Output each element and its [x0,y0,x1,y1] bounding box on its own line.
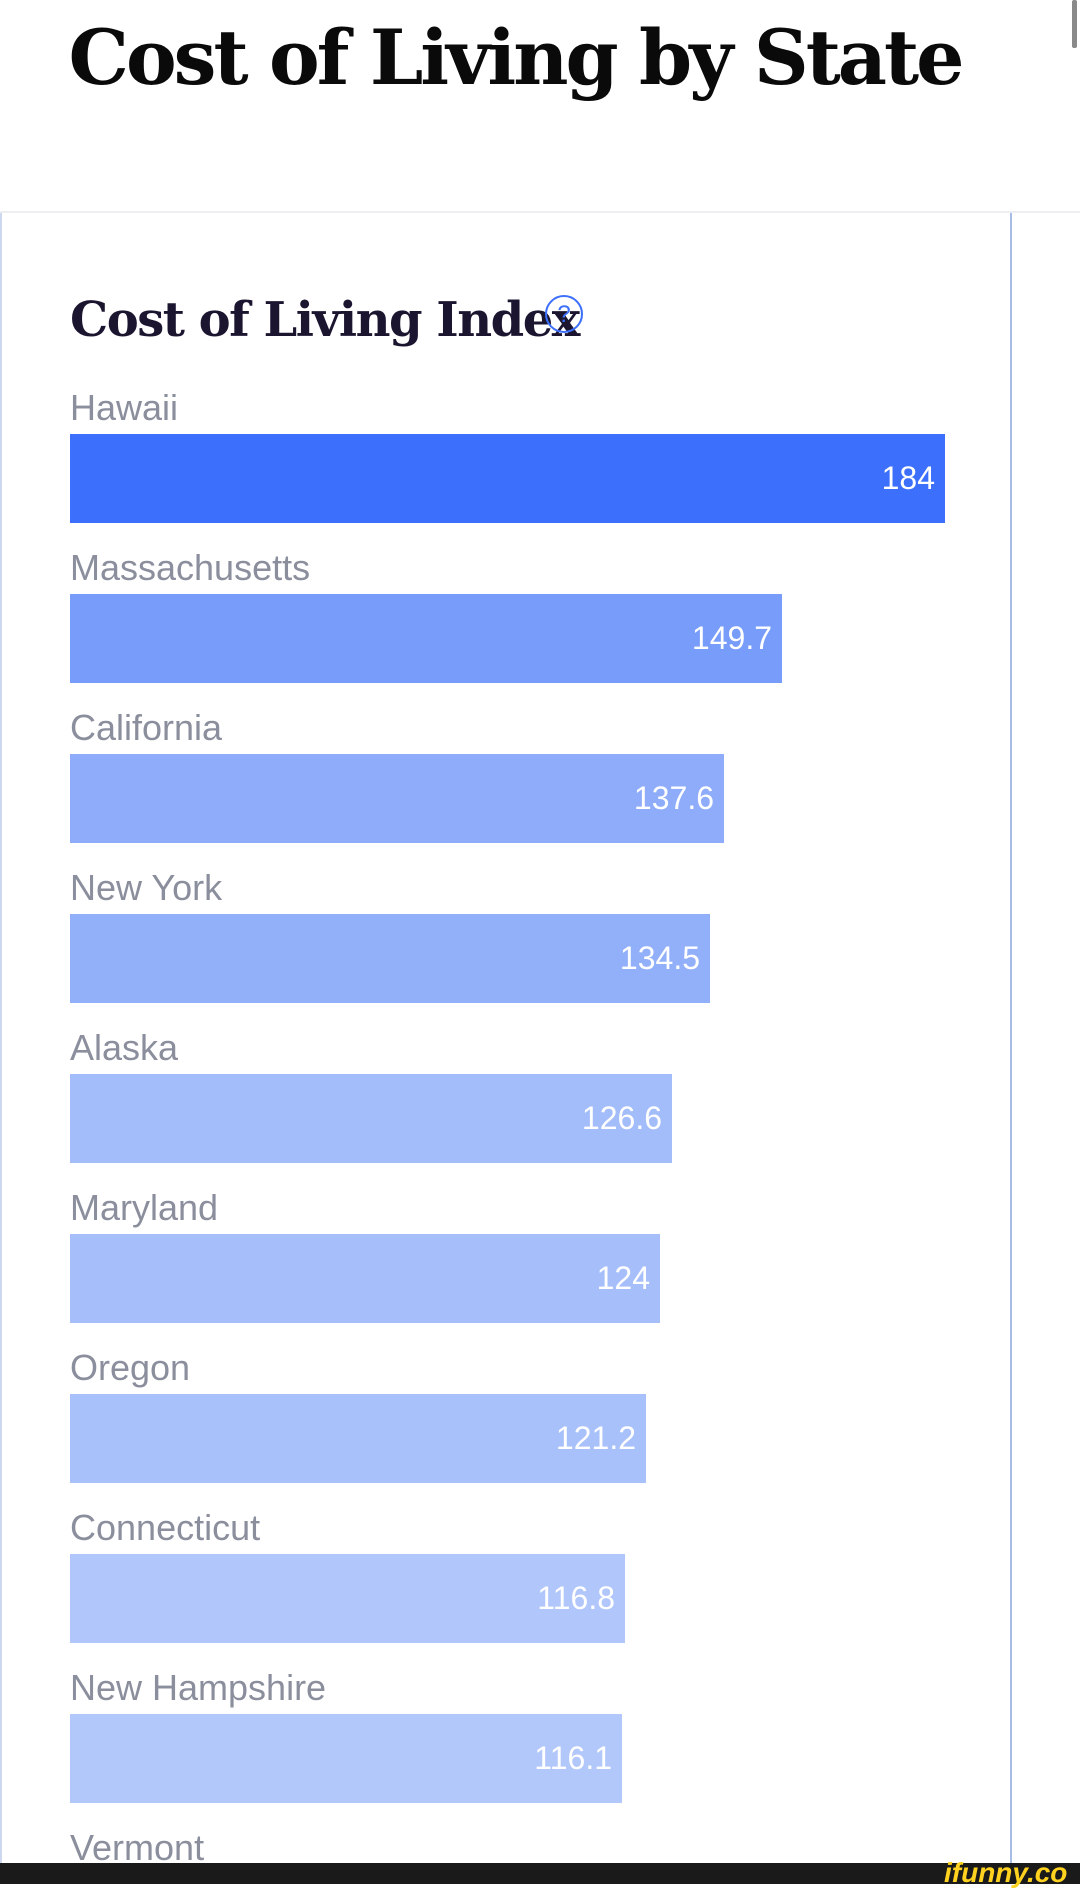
header-divider [0,211,1080,213]
state-label: Maryland [70,1187,219,1228]
state-label: Massachusetts [70,547,311,588]
bar-value-label: 121.2 [555,1420,636,1456]
bar-value-label: 134.5 [619,940,700,976]
bottom-strip [0,1863,1080,1884]
bar-value-label: 116.1 [534,1740,612,1776]
scroll-indicator[interactable] [1072,0,1077,48]
bar[interactable]: 134.5 [70,914,710,1003]
chart-title: Cost of Living Index [70,292,580,348]
state-label: New Hampshire [70,1667,327,1708]
state-label: Vermont [70,1827,205,1868]
state-label: Alaska [70,1027,179,1068]
bar[interactable]: 116.1 [70,1714,622,1803]
state-label: California [70,707,223,748]
bar-value-label: 116.8 [537,1580,615,1616]
bar-value-label: 184 [881,460,935,496]
bar[interactable]: 137.6 [70,754,724,843]
bar-value-label: 137.6 [633,780,714,816]
bar[interactable]: 116.8 [70,1554,625,1643]
page-title: Cost of Living by State [68,13,964,102]
state-label: New York [70,867,223,908]
bar[interactable]: 121.2 [70,1394,646,1483]
bar-value-label: 124 [596,1260,650,1296]
state-label: Oregon [70,1347,191,1388]
bar[interactable]: 149.7 [70,594,782,683]
state-label: Connecticut [70,1507,261,1548]
bar[interactable]: 184 [70,434,945,523]
question-circle-icon[interactable]: ? [544,294,584,334]
state-label: Hawaii [70,387,179,428]
bar[interactable]: 126.6 [70,1074,672,1163]
bar[interactable]: 124 [70,1234,660,1323]
watermark-logo: ifunny.co [944,1857,1068,1888]
bar-value-label: 126.6 [581,1100,662,1136]
svg-text:?: ? [557,301,570,328]
bar-value-label: 149.7 [691,620,772,656]
chart-card [0,213,1012,1873]
